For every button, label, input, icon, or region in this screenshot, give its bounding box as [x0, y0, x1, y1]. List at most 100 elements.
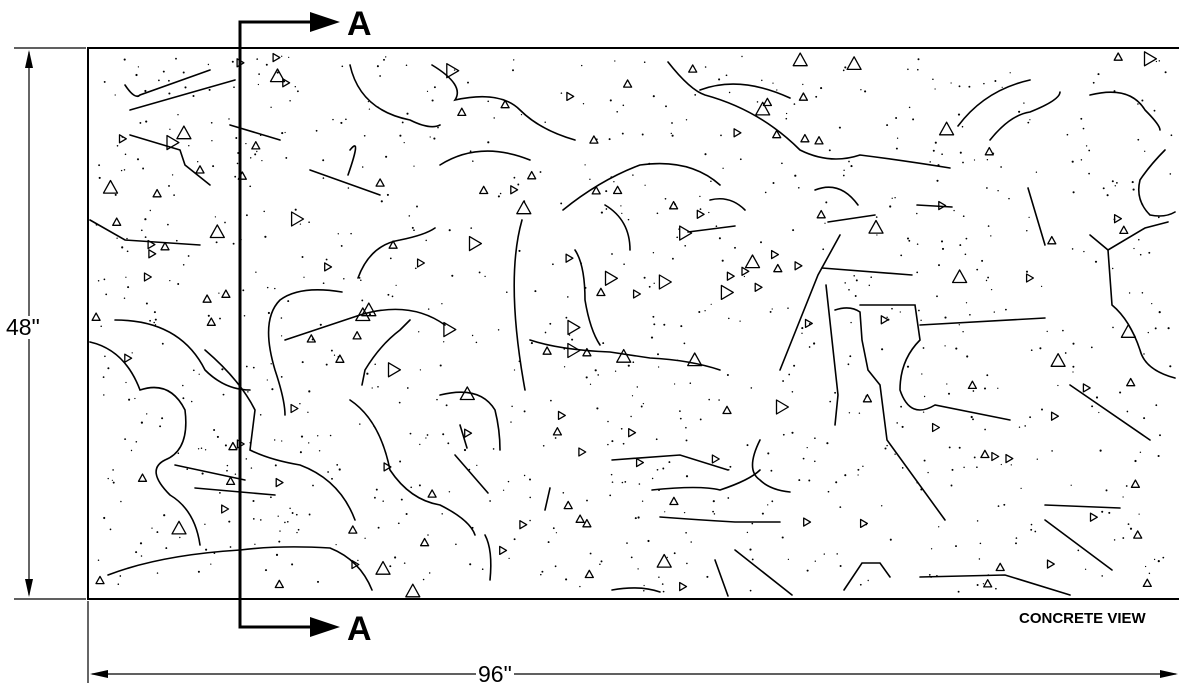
sand-dot: [788, 373, 791, 376]
sand-dot: [932, 78, 934, 80]
sand-dot: [712, 500, 715, 503]
aggregate-triangle: [443, 321, 457, 338]
sand-dot: [471, 526, 474, 529]
aggregate-triangle: [91, 312, 101, 321]
sand-dot: [579, 585, 581, 588]
sand-dot: [177, 114, 179, 116]
sand-dot: [391, 295, 394, 298]
sand-dot: [540, 573, 542, 576]
sand-dot: [900, 254, 903, 257]
sand-dot: [204, 449, 207, 451]
sand-dot: [652, 95, 655, 98]
sand-dot: [1095, 396, 1099, 399]
sand-dot: [126, 237, 128, 240]
sand-dot: [236, 162, 239, 165]
sand-dot: [439, 364, 442, 367]
sand-dot: [806, 446, 808, 449]
aggregate-triangle: [1113, 52, 1123, 61]
sand-dot: [594, 369, 597, 372]
sand-dot: [224, 221, 226, 224]
aggregate-triangle: [468, 235, 483, 252]
sand-dot: [997, 387, 999, 389]
aggregate-triangle: [348, 525, 358, 534]
sand-dot: [144, 218, 147, 221]
aggregate-triangle: [237, 171, 247, 180]
sand-dot: [1072, 342, 1075, 345]
sand-dot: [1169, 365, 1172, 368]
sand-dot: [673, 383, 676, 385]
sand-dot: [98, 176, 101, 179]
sand-dot: [409, 432, 412, 435]
sand-dot: [264, 235, 267, 238]
aggregate-triangle: [596, 287, 606, 297]
sand-dot: [190, 400, 193, 403]
aggregate-triangle: [951, 269, 968, 284]
sand-dot: [934, 88, 936, 90]
sand-dot: [881, 348, 884, 351]
sand-dot: [1062, 329, 1064, 332]
aggregate-triangle: [578, 447, 587, 457]
sand-dot: [889, 205, 892, 208]
sand-dot: [802, 457, 805, 460]
sand-dot: [529, 496, 532, 499]
sand-dot: [867, 579, 869, 582]
sand-dot: [226, 464, 229, 467]
sand-dot: [1105, 489, 1108, 492]
sand-dot: [487, 100, 490, 103]
sand-dot: [280, 317, 283, 319]
sand-dot: [156, 572, 159, 574]
sand-dot: [1155, 60, 1158, 63]
aggregate-triangle: [616, 348, 632, 363]
sand-dot: [322, 177, 325, 179]
sand-dot: [611, 440, 614, 443]
sand-dot: [153, 311, 156, 314]
sand-dot: [849, 355, 852, 358]
aggregate-triangle: [792, 52, 808, 67]
sand-dot: [622, 442, 625, 445]
sand-dot: [685, 426, 687, 429]
sand-dot: [1113, 218, 1116, 221]
sand-dot: [215, 241, 218, 244]
sand-dot: [1164, 71, 1167, 74]
sand-dot: [622, 104, 625, 107]
sand-dot: [643, 589, 645, 592]
sand-dot: [368, 108, 371, 110]
sand-dot: [605, 190, 608, 193]
sand-dot: [523, 474, 526, 477]
sand-dot: [986, 374, 989, 377]
sand-dot: [651, 477, 654, 480]
sand-dot: [725, 74, 728, 77]
sand-dot: [993, 311, 995, 313]
sand-dot: [1082, 127, 1085, 130]
sand-dot: [637, 516, 640, 519]
aggregate-triangle: [1050, 353, 1066, 367]
sand-dot: [665, 105, 667, 108]
sand-dot: [135, 551, 138, 554]
sand-dot: [433, 86, 436, 89]
sand-dot: [379, 75, 381, 77]
sand-dot: [661, 583, 664, 585]
sand-dot: [1170, 134, 1173, 137]
sand-dot: [226, 469, 228, 472]
aggregate-triangle: [427, 489, 437, 498]
sand-dot: [1157, 454, 1160, 458]
sand-dot: [963, 466, 965, 469]
sand-dot: [1169, 173, 1172, 175]
sand-dot: [605, 208, 608, 210]
sand-dot: [854, 295, 857, 297]
sand-dot: [986, 158, 989, 161]
sand-dot: [102, 376, 105, 378]
sand-dot: [541, 570, 544, 573]
sand-dot: [413, 229, 415, 232]
sand-dot: [361, 166, 364, 168]
aggregate-triangle: [202, 294, 212, 303]
sand-dot: [808, 323, 811, 325]
aggregate-triangle: [859, 518, 869, 529]
sand-dot: [255, 271, 257, 273]
sand-dot: [957, 113, 961, 116]
sand-dot: [1139, 253, 1142, 256]
sand-dot: [771, 308, 773, 310]
sand-dot: [616, 110, 619, 113]
sand-dot: [608, 138, 611, 141]
aggregate-triangle: [459, 386, 475, 401]
